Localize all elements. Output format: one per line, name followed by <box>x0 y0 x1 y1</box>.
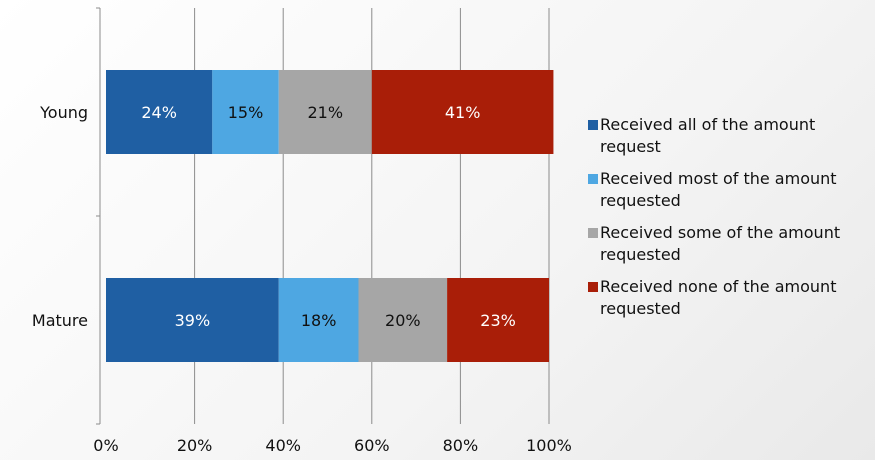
legend-item-some: Received some of the amount requested <box>588 222 868 266</box>
legend-item-most: Received most of the amount requested <box>588 168 868 212</box>
category-label: Mature <box>32 311 88 330</box>
x-tick-label: 100% <box>526 436 572 455</box>
x-tick-label: 20% <box>177 436 213 455</box>
legend-swatch-all <box>588 120 598 130</box>
bar-segment <box>212 70 279 154</box>
legend-item-none: Received none of the amount requested <box>588 276 868 320</box>
bar-segment <box>371 70 554 154</box>
bar-segment <box>358 278 448 362</box>
x-tick-label: 80% <box>443 436 479 455</box>
bar-segment <box>106 278 279 362</box>
bar-segment <box>278 70 372 154</box>
legend: Received all of the amount request Recei… <box>588 114 868 330</box>
x-tick-label: 40% <box>265 436 301 455</box>
x-tick-label: 60% <box>354 436 390 455</box>
data-label: 23% <box>480 311 516 330</box>
data-label: 15% <box>228 103 264 122</box>
data-label: 18% <box>301 311 337 330</box>
legend-label-some: Received some of the amount requested <box>600 223 841 264</box>
data-label: 20% <box>385 311 421 330</box>
data-label: 39% <box>175 311 211 330</box>
x-tick-label: 0% <box>93 436 118 455</box>
legend-item-all: Received all of the amount request <box>588 114 868 158</box>
category-label: Young <box>39 103 88 122</box>
bar-segment <box>106 70 213 154</box>
legend-swatch-most <box>588 174 598 184</box>
legend-label-all: Received all of the amount request <box>600 115 816 156</box>
bar-segment <box>278 278 359 362</box>
legend-swatch-some <box>588 228 598 238</box>
data-label: 41% <box>445 103 481 122</box>
data-label: 24% <box>141 103 177 122</box>
legend-label-none: Received none of the amount requested <box>600 277 837 318</box>
legend-label-most: Received most of the amount requested <box>600 169 837 210</box>
data-label: 21% <box>308 103 344 122</box>
bar-segment <box>447 278 549 362</box>
legend-swatch-none <box>588 282 598 292</box>
